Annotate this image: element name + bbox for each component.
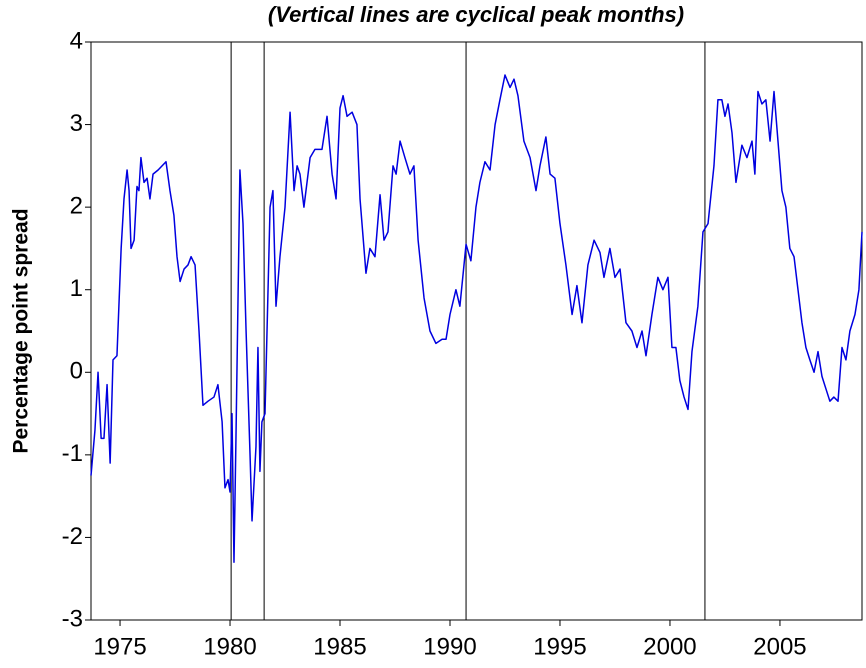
x-tick-label: 1990: [423, 633, 476, 660]
chart-title: (Vertical lines are cyclical peak months…: [268, 2, 684, 27]
y-axis-label: Percentage point spread: [10, 208, 33, 453]
y-tick-label: -2: [62, 523, 83, 550]
y-tick-label: -1: [62, 440, 83, 467]
plot-frame: [90, 41, 863, 621]
x-tick-label: 1995: [533, 633, 586, 660]
x-tick-label: 2005: [753, 633, 806, 660]
y-tick-label: 0: [70, 358, 83, 385]
line-series: [90, 74, 863, 563]
x-tick-label: 1975: [93, 633, 146, 660]
x-tick-label: 1985: [313, 633, 366, 660]
y-tick-label: 1: [70, 275, 83, 302]
y-tick-label: 4: [70, 27, 83, 54]
y-tick-label: -3: [62, 605, 83, 632]
x-tick-label: 1980: [203, 633, 256, 660]
y-tick-label: 2: [70, 192, 83, 219]
x-tick-label: 2000: [643, 633, 696, 660]
y-tick-label: 3: [70, 110, 83, 137]
